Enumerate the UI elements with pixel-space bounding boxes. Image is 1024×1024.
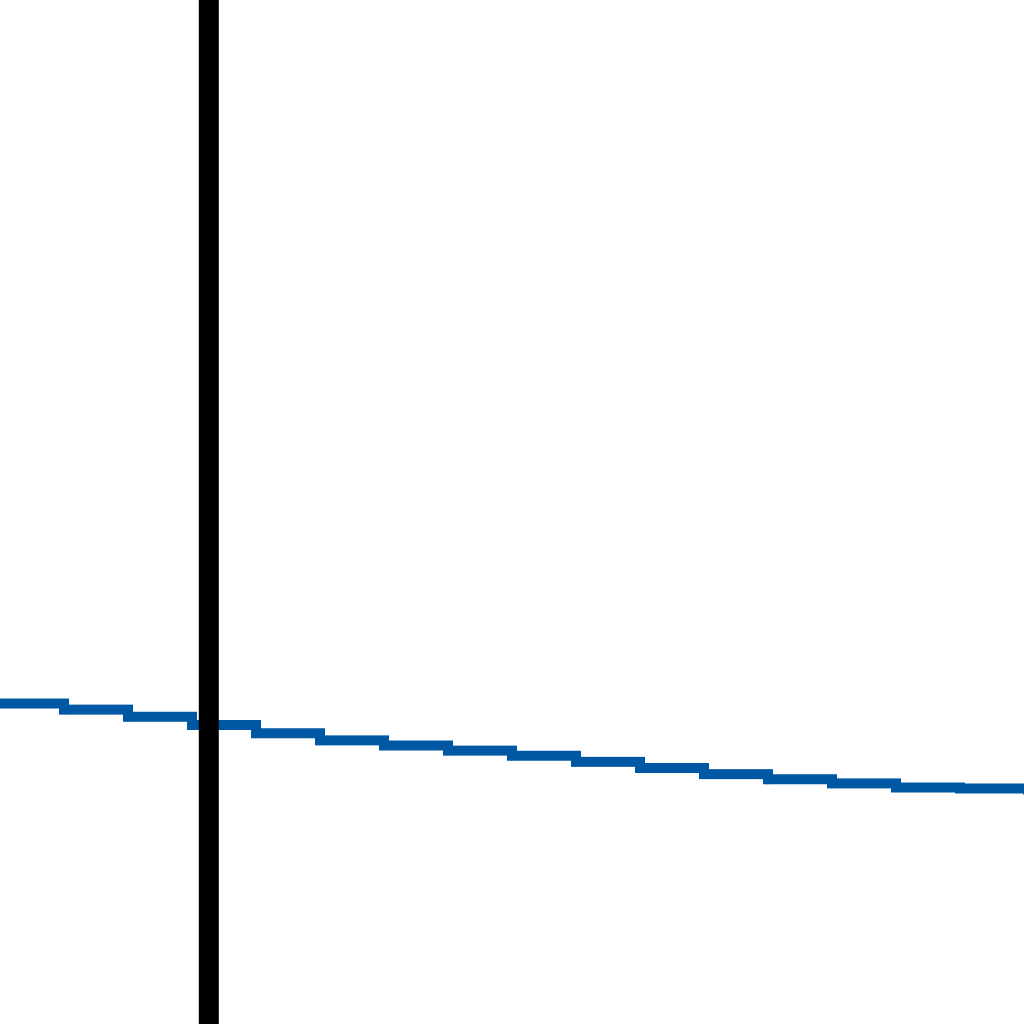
data-point xyxy=(831,778,833,789)
data-point xyxy=(319,735,321,746)
data-point xyxy=(447,745,449,756)
data-point xyxy=(0,698,1,709)
data-point xyxy=(767,774,769,785)
data-point xyxy=(959,783,961,794)
data-point xyxy=(255,728,257,739)
data-point xyxy=(63,704,65,715)
series-line-0 xyxy=(0,698,1024,794)
data-point xyxy=(895,782,897,793)
series-layer xyxy=(0,698,1024,795)
data-point xyxy=(127,711,129,722)
data-point xyxy=(703,769,705,780)
data-point xyxy=(575,756,577,767)
data-point xyxy=(383,740,385,751)
data-point xyxy=(639,763,641,773)
data-point xyxy=(191,720,193,730)
data-point xyxy=(511,750,513,761)
